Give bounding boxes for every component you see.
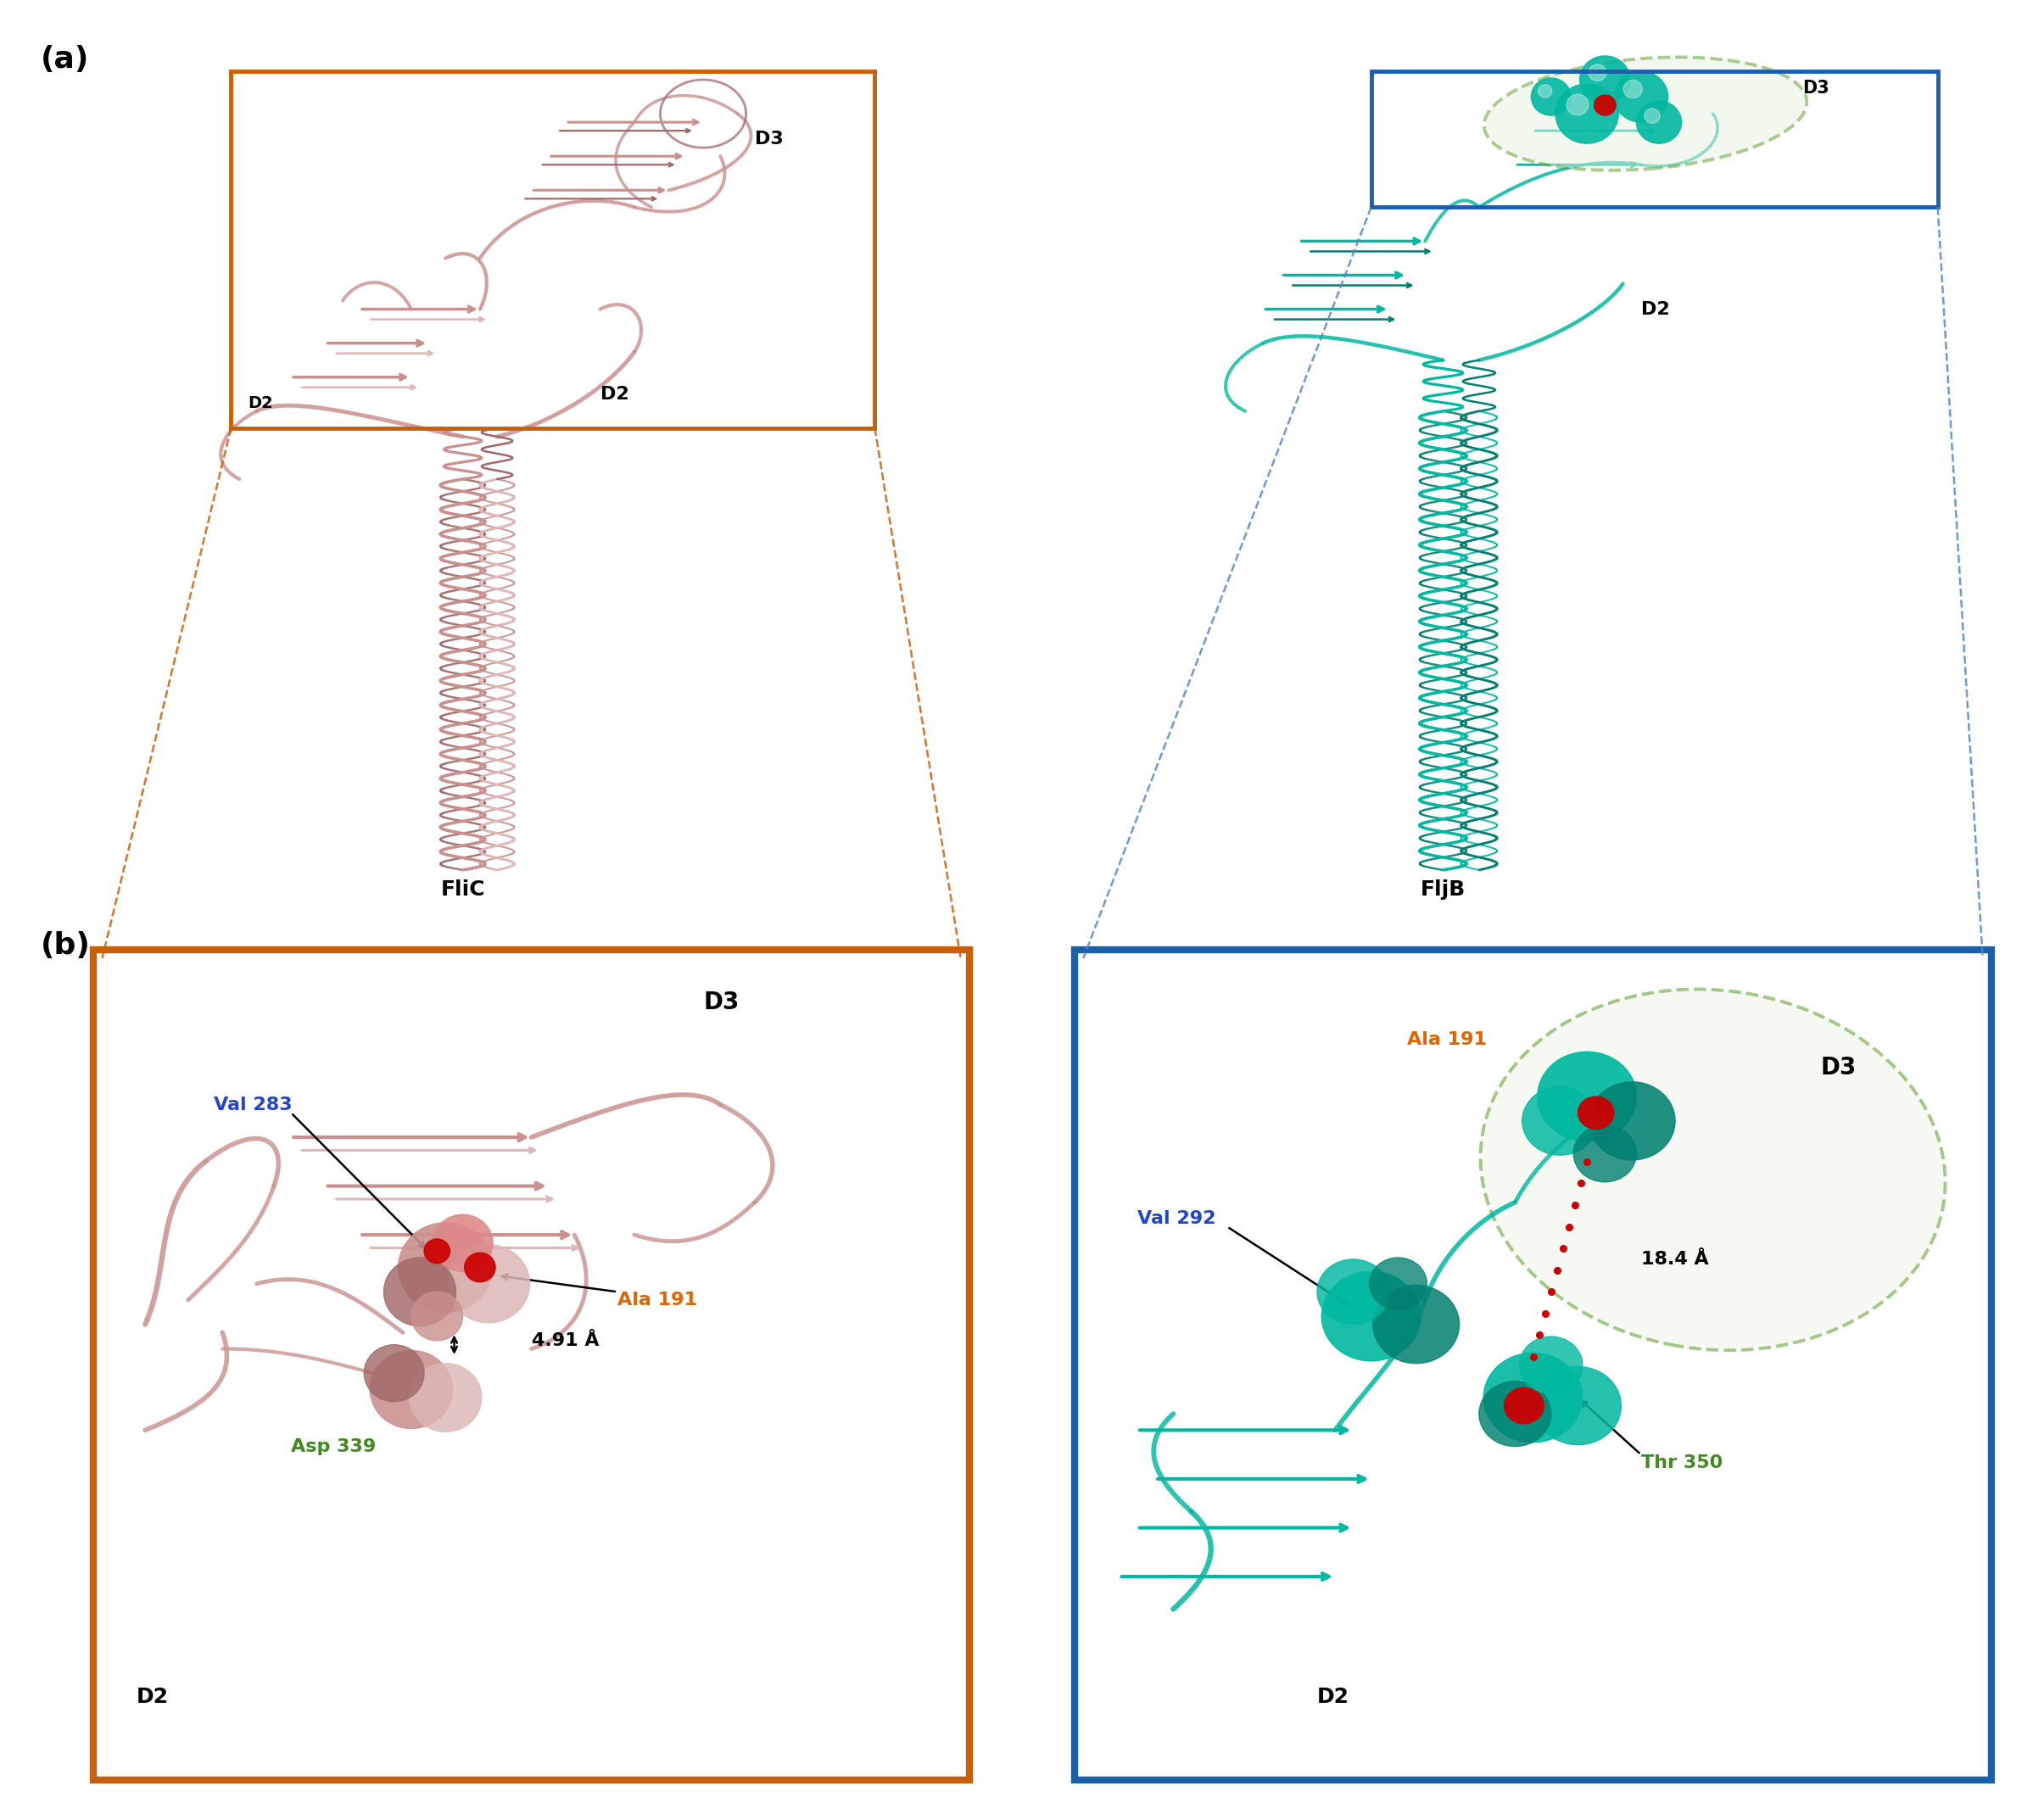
Ellipse shape <box>1480 989 1946 1351</box>
Text: D2: D2 <box>1641 300 1670 318</box>
Circle shape <box>1615 71 1668 123</box>
Circle shape <box>384 1258 456 1325</box>
Text: D3: D3 <box>703 991 740 1014</box>
Text: D2: D2 <box>601 385 630 403</box>
Circle shape <box>1531 78 1570 116</box>
Circle shape <box>409 1363 482 1432</box>
Text: D2: D2 <box>137 1687 170 1707</box>
Circle shape <box>1504 1389 1543 1423</box>
Circle shape <box>1588 1081 1676 1161</box>
Text: Val 292: Val 292 <box>1136 1210 1216 1228</box>
Circle shape <box>1580 56 1631 103</box>
Circle shape <box>1484 1352 1582 1443</box>
Circle shape <box>425 1238 450 1264</box>
Circle shape <box>1523 1087 1598 1155</box>
Text: (a): (a) <box>41 45 90 74</box>
Circle shape <box>399 1222 493 1313</box>
Text: (b): (b) <box>41 931 90 960</box>
Text: D3: D3 <box>1803 80 1829 96</box>
Circle shape <box>370 1351 452 1428</box>
Circle shape <box>1519 1336 1582 1394</box>
Text: 4.91 Å: 4.91 Å <box>531 1332 599 1349</box>
Text: FljB: FljB <box>1421 879 1466 900</box>
Text: D2: D2 <box>1316 1687 1349 1707</box>
Text: D3: D3 <box>1821 1056 1856 1079</box>
Circle shape <box>1369 1258 1427 1309</box>
Circle shape <box>1539 85 1551 98</box>
Circle shape <box>1566 94 1588 116</box>
Circle shape <box>1623 80 1641 98</box>
Circle shape <box>448 1244 529 1323</box>
Text: Asp 339: Asp 339 <box>290 1437 376 1455</box>
Circle shape <box>1643 108 1660 123</box>
Text: D3: D3 <box>754 130 783 148</box>
Text: 18.4 Å: 18.4 Å <box>1641 1251 1709 1267</box>
Circle shape <box>1578 1096 1615 1128</box>
Circle shape <box>1535 1367 1621 1445</box>
Circle shape <box>1588 65 1607 81</box>
Text: Val 283: Val 283 <box>215 1096 292 1114</box>
Circle shape <box>1374 1285 1459 1363</box>
Circle shape <box>411 1291 462 1342</box>
Circle shape <box>1322 1271 1421 1361</box>
Text: D2: D2 <box>247 394 274 410</box>
Circle shape <box>1555 83 1619 143</box>
Text: FliC: FliC <box>439 879 484 900</box>
Bar <box>231 71 875 428</box>
Circle shape <box>1316 1258 1390 1323</box>
Text: Ala 191: Ala 191 <box>617 1291 697 1309</box>
Circle shape <box>1594 96 1615 116</box>
Ellipse shape <box>1484 58 1807 170</box>
Circle shape <box>1537 1052 1637 1141</box>
Text: Thr 350: Thr 350 <box>1641 1454 1723 1472</box>
Circle shape <box>464 1253 495 1282</box>
Circle shape <box>433 1215 493 1271</box>
Circle shape <box>1637 101 1682 143</box>
Text: Ala 191: Ala 191 <box>1406 1031 1486 1049</box>
Circle shape <box>1574 1125 1637 1182</box>
Circle shape <box>364 1345 425 1401</box>
Circle shape <box>1480 1381 1551 1446</box>
Bar <box>1372 71 1938 208</box>
